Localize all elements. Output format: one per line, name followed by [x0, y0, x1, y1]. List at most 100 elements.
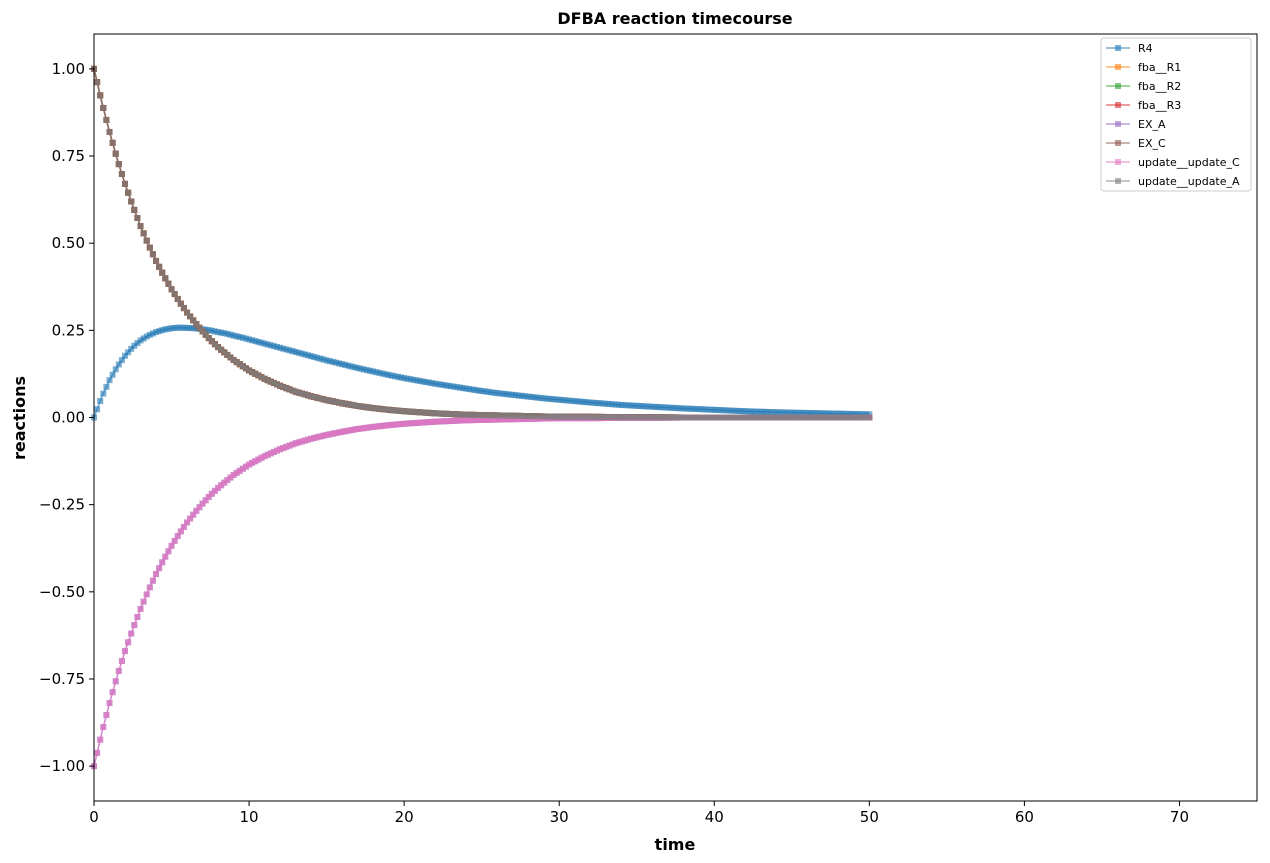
data-point	[221, 330, 228, 337]
data-point	[196, 504, 203, 511]
data-point	[283, 443, 290, 450]
data-point	[686, 405, 693, 412]
data-point	[574, 398, 581, 405]
data-point	[370, 405, 377, 412]
data-point	[292, 348, 299, 355]
data-point	[177, 528, 184, 535]
data-point	[413, 377, 420, 384]
data-point	[208, 490, 215, 497]
legend-marker	[1115, 140, 1121, 146]
data-point	[283, 385, 290, 392]
data-point	[311, 394, 318, 400]
data-point	[788, 414, 795, 421]
data-point	[658, 414, 665, 421]
y-tick-label: 0.50	[52, 234, 85, 252]
data-point	[553, 396, 560, 403]
data-point	[273, 343, 280, 350]
data-point	[478, 388, 485, 394]
data-point	[779, 414, 786, 421]
data-point	[460, 417, 467, 424]
data-point	[351, 402, 358, 409]
data-point	[568, 397, 575, 404]
data-point	[646, 403, 653, 410]
data-point	[125, 189, 132, 196]
data-point	[379, 406, 386, 413]
data-point	[404, 420, 411, 427]
data-point	[367, 404, 374, 411]
data-point	[574, 413, 581, 420]
data-point	[146, 331, 153, 338]
data-point	[475, 411, 482, 418]
data-point	[844, 410, 851, 417]
data-point	[239, 363, 246, 370]
data-point	[416, 419, 423, 426]
data-point	[106, 377, 113, 384]
data-point	[345, 401, 352, 408]
data-point	[134, 613, 141, 620]
data-point	[763, 414, 770, 421]
data-point	[94, 79, 101, 86]
data-point	[432, 418, 439, 425]
data-point	[627, 402, 634, 409]
data-point	[109, 371, 116, 378]
legend-label: fba__R2	[1138, 80, 1181, 93]
data-point	[336, 429, 343, 436]
data-point	[388, 421, 395, 428]
data-point	[751, 408, 758, 415]
data-point	[233, 469, 240, 476]
data-point	[168, 325, 175, 332]
x-axis-title: time	[655, 835, 696, 854]
data-point	[156, 328, 163, 335]
data-point	[540, 413, 547, 420]
data-point	[670, 404, 677, 411]
data-point	[239, 334, 246, 341]
data-point	[230, 332, 237, 339]
data-point	[134, 340, 141, 347]
x-axis: 0 10 20 30 40 50 60 70	[89, 801, 1189, 826]
data-point	[202, 497, 209, 504]
data-point	[94, 406, 101, 413]
data-point	[258, 374, 265, 381]
data-point	[500, 390, 507, 397]
x-tick-label: 30	[550, 808, 569, 826]
data-point	[304, 392, 311, 399]
data-point	[128, 198, 135, 205]
data-point	[670, 414, 677, 421]
data-point	[280, 383, 287, 390]
data-point	[667, 404, 674, 411]
data-point	[320, 432, 327, 439]
y-tick-label: −0.25	[39, 496, 85, 514]
data-point	[391, 421, 398, 428]
data-point	[472, 411, 479, 418]
data-point	[100, 390, 107, 397]
data-point	[174, 295, 181, 302]
data-point	[345, 362, 352, 369]
data-point	[143, 333, 150, 340]
data-point	[512, 412, 519, 419]
data-point	[215, 329, 222, 336]
data-point	[472, 387, 479, 394]
data-point	[304, 352, 311, 359]
data-point	[717, 407, 724, 414]
data-point	[664, 404, 671, 411]
data-point	[503, 416, 510, 423]
data-point	[385, 371, 392, 378]
data-point	[308, 353, 315, 360]
data-point	[128, 630, 135, 637]
data-point	[162, 275, 169, 282]
data-point	[692, 414, 699, 421]
data-point	[156, 565, 163, 572]
data-point	[543, 395, 550, 402]
data-point	[425, 409, 432, 416]
data-point	[453, 411, 460, 418]
data-point	[202, 326, 209, 333]
data-point	[118, 657, 125, 664]
data-point	[680, 414, 687, 421]
data-point	[149, 251, 156, 258]
data-point	[326, 397, 333, 404]
data-point	[695, 406, 702, 413]
data-point	[565, 397, 572, 404]
data-point	[388, 407, 395, 414]
data-point	[863, 411, 870, 418]
data-point	[332, 398, 339, 405]
